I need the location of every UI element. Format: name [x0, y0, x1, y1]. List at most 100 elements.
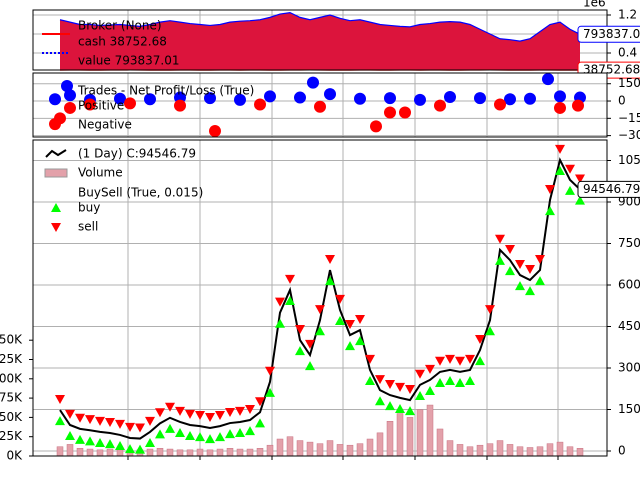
signal-marker — [65, 409, 75, 419]
signal-marker — [225, 429, 235, 439]
volume-bar — [86, 448, 94, 457]
volume-bar — [146, 448, 154, 457]
signal-marker — [405, 385, 415, 395]
point — [474, 92, 486, 105]
volume-bar — [176, 449, 184, 457]
volume-bar — [206, 449, 214, 457]
signal-marker — [335, 315, 345, 325]
signal-marker — [345, 341, 355, 351]
volume-bar — [76, 448, 84, 457]
panel-background — [33, 140, 607, 456]
signal-marker — [225, 407, 235, 417]
signal-marker — [545, 184, 555, 194]
signal-marker — [85, 415, 95, 425]
legend-label: Volume — [78, 166, 123, 180]
signal-marker — [275, 297, 285, 307]
y-tick-label: 150 — [618, 76, 640, 90]
legend-label: Negative — [78, 118, 132, 132]
volume-bar — [216, 448, 224, 457]
signal-marker — [515, 281, 525, 291]
signal-marker — [445, 376, 455, 386]
signal-marker — [265, 387, 275, 397]
last-value-box — [577, 180, 640, 198]
volume-bar — [346, 444, 354, 457]
signal-marker — [535, 276, 545, 286]
y2-tick-label: 150K — [0, 333, 23, 347]
signal-marker — [545, 206, 555, 216]
signal-marker — [185, 409, 195, 419]
signal-marker — [445, 354, 455, 364]
signal-marker — [195, 432, 205, 442]
signal-marker — [295, 324, 305, 334]
signal-marker — [485, 305, 495, 315]
point — [124, 97, 136, 110]
signal-marker — [345, 320, 355, 330]
signal-marker — [115, 419, 125, 429]
signal-marker — [375, 375, 385, 385]
y2-tick-label: 50K — [0, 410, 23, 424]
volume-bar — [406, 417, 414, 457]
legend-label: BuySell (True, 0.015) — [78, 186, 203, 200]
y2-tick-label: 100K — [0, 371, 23, 385]
signal-marker — [255, 418, 265, 428]
legend-swatch — [44, 168, 68, 178]
signal-marker — [75, 434, 85, 444]
point — [64, 101, 76, 114]
volume-bar — [326, 440, 334, 457]
signal-marker — [475, 334, 485, 344]
signal-marker — [175, 406, 185, 416]
panel-frame — [32, 139, 608, 457]
signal-marker — [265, 366, 275, 376]
volume-bar — [386, 421, 394, 457]
volume-bar — [366, 438, 374, 457]
volume-bar — [426, 404, 434, 457]
volume-bar — [266, 444, 274, 457]
panel-frame — [32, 72, 608, 138]
signal-marker — [475, 356, 485, 366]
volume-bar — [516, 446, 524, 457]
signal-marker — [405, 406, 415, 416]
signal-marker — [115, 441, 125, 451]
offset-label: 1e6 — [583, 0, 606, 10]
legend-label: (1 Day) C:94546.79 — [78, 147, 196, 161]
volume-bar — [436, 428, 444, 457]
volume-bar — [166, 448, 174, 457]
point — [84, 98, 96, 111]
y2-tick-label: 125K — [0, 352, 23, 366]
volume-bar — [376, 432, 384, 457]
volume-bar — [466, 446, 474, 457]
signal-marker — [165, 423, 175, 433]
signal-marker — [455, 356, 465, 366]
point — [524, 92, 536, 105]
legend-title: Broker (None) — [78, 19, 162, 33]
y-tick-label: −150 — [618, 111, 640, 125]
volume-bar — [556, 441, 564, 457]
signal-marker — [315, 305, 325, 315]
volume-bar — [536, 446, 544, 457]
point — [370, 120, 382, 133]
last-value-box — [577, 25, 640, 43]
volume-bar — [526, 447, 534, 457]
y-tick-label: −300 — [618, 128, 640, 142]
signal-marker — [365, 376, 375, 386]
signal-marker — [75, 413, 85, 423]
point — [54, 112, 66, 125]
legend-label: sell — [78, 220, 98, 234]
signal-marker — [135, 423, 145, 433]
y2-tick-label: 25K — [0, 429, 23, 443]
signal-marker — [525, 264, 535, 274]
y-tick-label: 60000 — [618, 278, 640, 292]
volume-bar — [486, 443, 494, 457]
line — [59, 12, 581, 42]
last-value-label: 94546.79 — [583, 182, 640, 196]
volume-bar — [96, 449, 104, 457]
signal-marker — [305, 361, 315, 371]
signal-marker — [315, 326, 325, 336]
signal-marker — [125, 422, 135, 432]
signal-marker — [285, 274, 295, 284]
signal-marker — [245, 426, 255, 436]
legend-swatch — [51, 223, 61, 232]
signal-marker — [495, 255, 505, 265]
point — [414, 93, 426, 106]
signal-marker — [435, 377, 445, 387]
